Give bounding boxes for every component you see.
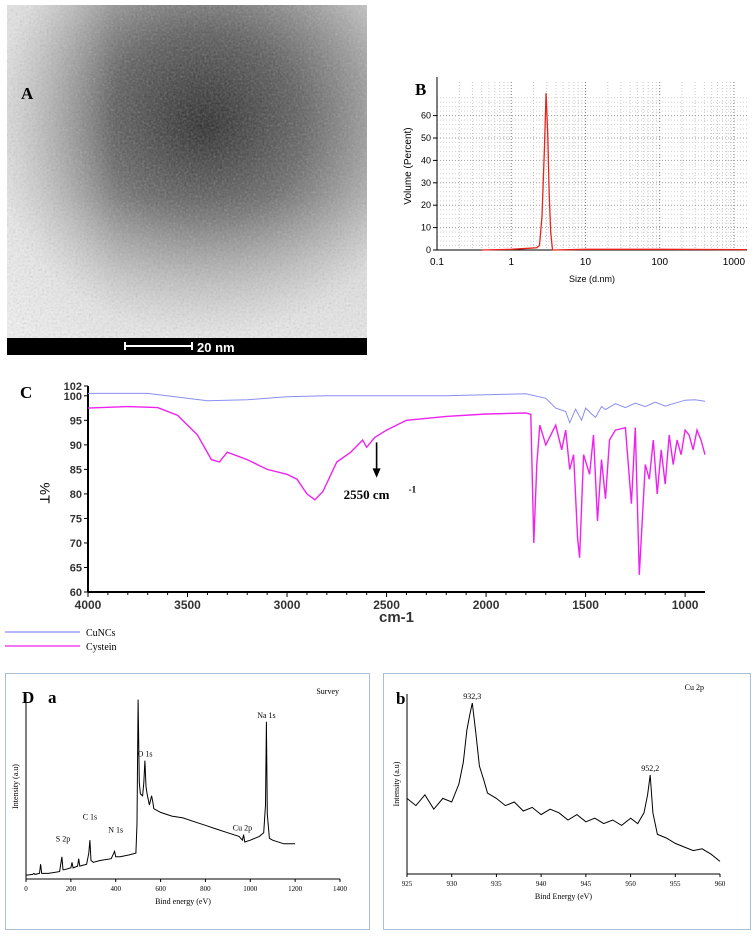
xps-survey-chart: 0 200 400 600 800 1000 1200 1400 Bind energy (eV…: [11, 687, 348, 906]
x-axis-label: Size (d.nm): [569, 274, 615, 284]
chart-title: Survey: [316, 687, 339, 696]
y-tick-label: 20: [421, 200, 431, 210]
x-axis-label: Bind Energy (eV): [535, 892, 593, 901]
xps-cu2p-panel: 925 930 935 940 945 950 955 960 Bind Energy (eV)…: [383, 673, 751, 930]
y-tick-label: 70: [70, 538, 82, 550]
y-axis-label: Volume (Percent): [403, 127, 414, 204]
xps-survey-panel: 0 200 400 600 800 1000 1200 1400 Bind energy (eV…: [5, 673, 370, 930]
y-tick-label: 60: [70, 587, 82, 599]
series-line-size-distribution: [481, 93, 748, 251]
x-tick-label: 1500: [572, 598, 599, 612]
x-tick-label: 950: [625, 880, 636, 888]
panel-label-da: a: [48, 688, 57, 707]
y-tick-label: 90: [70, 440, 82, 452]
ftir-panel: 60 65 70 75 80 85 90 95 100 102 4000 3500 3000 2500 20…: [0, 370, 756, 655]
series-line-cu-2p: [406, 702, 721, 862]
x-tick-label: 3000: [274, 598, 301, 612]
chart-title: Cu 2p: [685, 683, 704, 692]
scale-bar-label: 20 nm: [197, 340, 235, 355]
y-tick-label: 0: [426, 245, 431, 255]
y-tick-label: 65: [70, 562, 82, 574]
x-tick-label: 1200: [288, 885, 303, 893]
x-tick-label: 3500: [174, 598, 201, 612]
dls-chart: 0 10 20 30 40 50 60 0.1 1 10 100 1000 Size (d.nm) Vol…: [403, 77, 748, 284]
x-tick-label: 1000: [243, 885, 258, 893]
annotation-superscript: -1: [409, 484, 417, 494]
x-tick-label: 940: [536, 880, 547, 888]
panel-label-a: A: [21, 84, 34, 103]
peak-label: S 2p: [56, 835, 70, 844]
y-tick-label: 75: [70, 513, 82, 525]
x-tick-label: 400: [110, 885, 121, 893]
x-tick-label: 600: [155, 885, 166, 893]
panel-label-d: D: [22, 688, 34, 707]
x-tick-label: 1400: [333, 885, 348, 893]
peak-label: Cu 2p: [233, 824, 252, 833]
peak-label: C 1s: [83, 813, 97, 822]
x-tick-label: 0: [24, 885, 28, 893]
x-tick-label: 935: [491, 880, 502, 888]
tem-panel: 20 nm A: [7, 5, 367, 355]
y-tick-label: 30: [421, 178, 431, 188]
y-tick-label: 100: [64, 391, 82, 403]
x-tick-label: 0.1: [430, 257, 444, 268]
legend-label-cystein: Cystein: [86, 642, 117, 653]
y-tick-label: 80: [70, 489, 82, 501]
peak-label: 932,3: [463, 692, 481, 701]
legend-label-cuncs: CuNCs: [86, 628, 116, 639]
x-tick-label: 930: [446, 880, 457, 888]
y-tick-label: 85: [70, 464, 82, 476]
x-tick-label: 4000: [75, 598, 102, 612]
series-line-cuncs: [88, 392, 706, 425]
y-tick-label: 95: [70, 415, 82, 427]
panel-label-b: B: [415, 80, 426, 99]
annotation-label: 2550 cm: [344, 487, 390, 502]
series-line-survey: [25, 699, 296, 876]
x-axis-label: Bind energy (eV): [155, 897, 211, 906]
y-axis-label: Intensity (a.u): [11, 764, 20, 809]
peak-label: 952,2: [641, 764, 659, 773]
x-tick-label: 960: [715, 880, 726, 888]
peak-label: Na 1s: [257, 711, 275, 720]
x-tick-label: 945: [581, 880, 592, 888]
tem-image: 20 nm A: [7, 5, 367, 355]
x-tick-label: 925: [402, 880, 413, 888]
x-tick-label: 100: [651, 257, 668, 268]
panel-label-c: C: [20, 383, 32, 402]
peak-label: N 1s: [108, 825, 123, 834]
dls-panel: 0 10 20 30 40 50 60 0.1 1 10 100 1000 Size (d.nm) Vol…: [375, 60, 756, 300]
y-tick-label: 10: [421, 223, 431, 233]
x-tick-label: 800: [200, 885, 211, 893]
x-tick-label: 1000: [723, 257, 746, 268]
x-tick-label: 1: [508, 257, 514, 268]
x-tick-label: 200: [66, 885, 77, 893]
y-tick-label: 60: [421, 111, 431, 121]
peak-label: O 1s: [138, 750, 153, 759]
annotation-arrowhead: [372, 468, 381, 478]
x-tick-label: 1000: [672, 598, 699, 612]
y-axis-label: Intensity (a.u): [392, 761, 401, 806]
x-tick-label: 955: [670, 880, 681, 888]
x-tick-label: 2500: [373, 598, 400, 612]
x-tick-label: 10: [580, 257, 592, 268]
y-tick-label: 102: [64, 381, 82, 393]
xps-cu2p-chart: 925 930 935 940 945 950 955 960 Bind Energy (eV)…: [392, 683, 726, 901]
x-tick-label: 2000: [473, 598, 500, 612]
y-tick-label: 50: [421, 133, 431, 143]
series-line-cystein: [87, 405, 706, 575]
panel-label-db: b: [396, 689, 405, 708]
y-tick-label: 40: [421, 155, 431, 165]
x-axis-label: cm-1: [379, 609, 414, 626]
y-axis-label: %T: [37, 483, 53, 504]
